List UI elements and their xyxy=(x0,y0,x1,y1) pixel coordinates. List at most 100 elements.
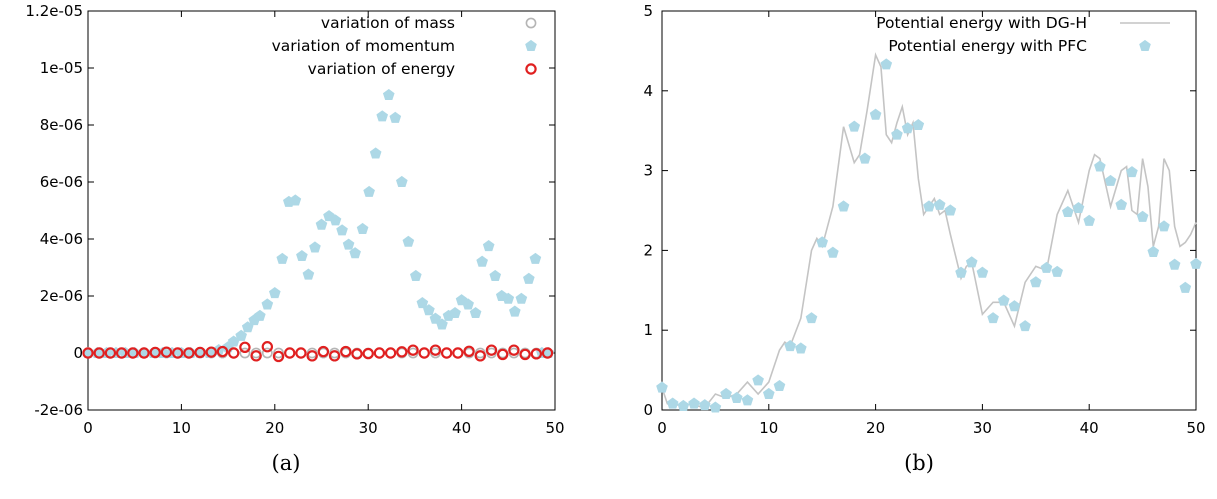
data-point xyxy=(698,399,711,411)
data-point xyxy=(1190,257,1202,269)
y-tick-label: 8e-06 xyxy=(40,116,83,134)
data-point xyxy=(816,236,829,248)
x-tick-label: 50 xyxy=(1186,419,1205,437)
legend-marker xyxy=(525,63,537,75)
data-point xyxy=(317,345,330,358)
data-point xyxy=(805,312,818,324)
x-tick-label: 40 xyxy=(1080,419,1099,437)
data-point xyxy=(762,387,775,399)
data-point xyxy=(1029,276,1042,288)
data-point xyxy=(476,255,488,267)
x-tick-label: 20 xyxy=(866,419,885,437)
data-point xyxy=(741,394,754,406)
data-point xyxy=(944,204,957,216)
data-point xyxy=(1104,174,1117,186)
data-point xyxy=(656,381,668,393)
data-point xyxy=(402,235,415,247)
data-point xyxy=(149,346,161,359)
data-point xyxy=(688,397,700,409)
y-tick-label: 6e-06 xyxy=(40,173,83,191)
data-point xyxy=(752,374,764,386)
data-point xyxy=(709,401,722,413)
panel-a: 0 10 20 30 40 50-2e-0602e-064e-066e-068e-061e… xyxy=(25,2,564,475)
data-point xyxy=(306,350,318,362)
data-point xyxy=(416,297,429,309)
data-point xyxy=(356,222,369,234)
legend-label: Potential energy with DG-H xyxy=(876,14,1087,32)
data-point xyxy=(955,266,967,278)
series-potential-energy-with-pfc xyxy=(656,58,1202,413)
x-tick-label: 10 xyxy=(172,419,191,437)
data-point xyxy=(666,397,679,409)
data-point xyxy=(784,340,796,352)
data-point xyxy=(452,347,464,359)
data-point xyxy=(328,350,341,362)
data-point xyxy=(389,111,402,123)
data-point xyxy=(997,294,1010,306)
legend-label: variation of momentum xyxy=(272,37,455,55)
data-point xyxy=(373,347,386,359)
x-tick-label: 0 xyxy=(657,419,667,437)
x-tick-label: 10 xyxy=(759,419,778,437)
data-point xyxy=(976,266,989,278)
plot-frame xyxy=(661,10,1197,411)
series-variation-of-energy xyxy=(82,341,554,363)
data-point xyxy=(848,120,861,132)
data-point xyxy=(254,309,266,321)
data-point xyxy=(239,341,251,353)
legend-marker xyxy=(525,39,537,51)
data-point xyxy=(336,224,348,236)
data-point xyxy=(837,200,850,212)
data-point xyxy=(474,350,486,362)
data-point xyxy=(261,341,274,353)
data-point xyxy=(382,88,395,101)
data-point xyxy=(912,118,925,131)
data-point xyxy=(1094,160,1106,172)
legend-label: variation of energy xyxy=(308,60,455,78)
data-point xyxy=(295,347,307,359)
data-point xyxy=(933,198,946,210)
data-point xyxy=(1126,166,1138,178)
data-point xyxy=(183,347,195,359)
data-point xyxy=(462,298,474,310)
data-point xyxy=(529,252,542,264)
data-point xyxy=(880,58,893,70)
x-tick-label: 50 xyxy=(545,419,564,437)
series-variation-of-momentum xyxy=(82,88,555,358)
data-point xyxy=(1179,281,1192,293)
series-potential-energy-with-dg-h xyxy=(661,52,1197,409)
y-tick-label: 2 xyxy=(643,241,653,259)
data-point xyxy=(349,247,361,259)
data-point xyxy=(1008,300,1021,312)
data-point xyxy=(171,347,184,359)
y-tick-label: 2e-06 xyxy=(40,287,83,305)
data-point xyxy=(342,238,355,250)
data-point xyxy=(272,350,285,363)
data-point xyxy=(523,272,535,284)
data-point xyxy=(296,249,308,262)
data-point xyxy=(987,312,999,324)
x-tick-label: 30 xyxy=(359,419,378,437)
y-tick-label: -2e-06 xyxy=(34,401,83,419)
data-point xyxy=(429,312,442,324)
data-point xyxy=(351,348,363,360)
data-point xyxy=(1062,205,1074,218)
data-point xyxy=(410,269,422,281)
legend-label: variation of mass xyxy=(321,14,455,32)
data-point xyxy=(302,268,315,280)
y-tick-label: 1 xyxy=(643,321,653,339)
data-point xyxy=(216,345,229,358)
data-point xyxy=(160,346,173,358)
data-point xyxy=(901,122,914,134)
data-point xyxy=(235,329,247,341)
data-point xyxy=(250,350,262,362)
data-point xyxy=(508,344,520,356)
data-point xyxy=(93,347,105,359)
data-point xyxy=(315,218,328,230)
data-point xyxy=(396,346,408,358)
data-point xyxy=(827,246,839,258)
data-point xyxy=(1083,214,1096,226)
data-point xyxy=(1168,258,1181,270)
data-point xyxy=(369,147,382,159)
